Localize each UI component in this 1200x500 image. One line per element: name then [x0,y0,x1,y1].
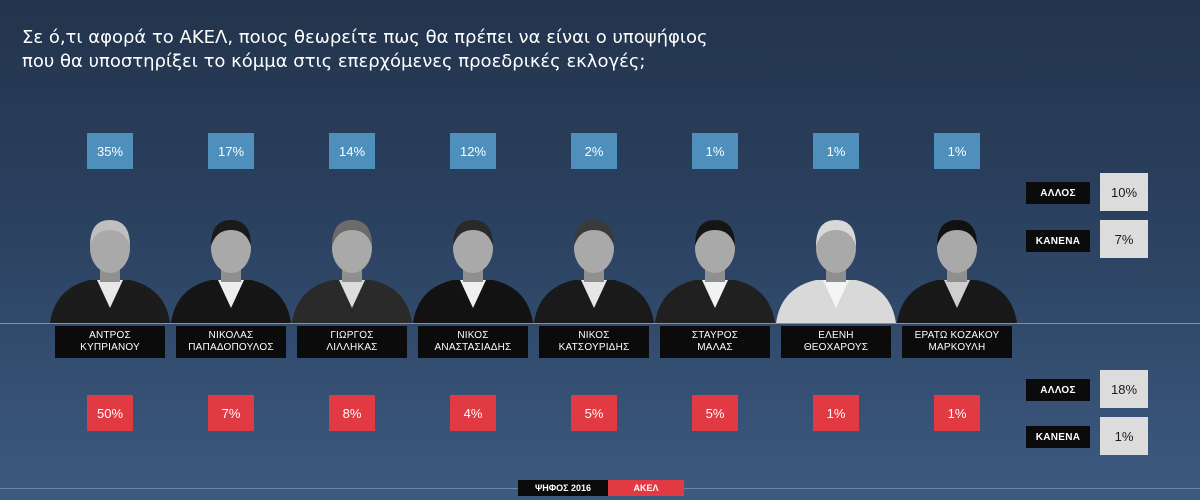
candidate-name-2: ΝΙΚΟΛΑΣ ΠΑΠΑΔΟΠΟΥΛΟΣ [176,326,286,358]
candidate-name-line: ΝΙΚΟΣ [578,330,610,341]
value-akel-5: 5% [571,395,617,431]
title-line-1: Σε ό,τι αφορά το ΑΚΕΛ, ποιος θεωρείτε πω… [22,27,708,48]
value-akel-8: 1% [934,395,980,431]
value-akel-1: 50% [87,395,133,431]
side-value-none-top: 7% [1100,220,1148,258]
side-label-other-bottom: ΑΛΛΟΣ [1026,379,1090,401]
candidate-name-line: ΕΡΑΤΩ ΚΟΖΑΚΟΥ [914,330,1000,341]
candidate-name-line: ΛΙΛΛΗΚΑΣ [326,342,378,353]
candidate-name-5: ΝΙΚΟΣ ΚΑΤΣΟΥΡΙΔΗΣ [539,326,649,358]
candidate-name-line: ΝΙΚΟΛΑΣ [208,330,254,341]
candidate-name-6: ΣΤΑΥΡΟΣ ΜΑΛΑΣ [660,326,770,358]
candidate-name-line: ΚΑΤΣΟΥΡΙΔΗΣ [558,342,630,353]
value-akel-4: 4% [450,395,496,431]
value-2016-2: 17% [208,133,254,169]
candidate-name-line: ΘΕΟΧΑΡΟΥΣ [803,342,869,353]
candidate-photo-4 [413,220,533,323]
value-akel-3: 8% [329,395,375,431]
candidate-name-1: ΑΝΤΡΟΣ ΚΥΠΡΙΑΝΟΥ [55,326,165,358]
candidate-name-line: ΚΥΠΡΙΑΝΟΥ [80,342,140,353]
candidate-photo-1 [50,220,170,323]
candidate-name-line: ΑΝΤΡΟΣ [89,330,131,341]
value-akel-7: 1% [813,395,859,431]
value-akel-2: 7% [208,395,254,431]
value-2016-8: 1% [934,133,980,169]
value-2016-7: 1% [813,133,859,169]
value-2016-1: 35% [87,133,133,169]
value-2016-6: 1% [692,133,738,169]
candidate-photo-8 [897,220,1017,323]
candidate-name-7: ΕΛΕΝΗ ΘΕΟΧΑΡΟΥΣ [781,326,891,358]
candidate-photo-2 [171,220,291,323]
value-akel-6: 5% [692,395,738,431]
side-label-none-top: ΚΑΝΕΝΑ [1026,230,1090,252]
value-2016-3: 14% [329,133,375,169]
candidate-name-line: ΝΙΚΟΣ [457,330,489,341]
candidate-name-line: ΠΑΠΑΔΟΠΟΥΛΟΣ [188,342,274,353]
legend: ΨΗΦΟΣ 2016 ΑΚΕΛ [518,480,684,496]
value-2016-4: 12% [450,133,496,169]
legend-item-2016: ΨΗΦΟΣ 2016 [518,480,608,496]
candidate-photo-6 [655,220,775,323]
candidate-name-line: ΜΑΡΚΟΥΛΗ [928,342,986,353]
candidate-name-3: ΓΙΩΡΓΟΣ ΛΙΛΛΗΚΑΣ [297,326,407,358]
candidate-name-4: ΝΙΚΟΣ ΑΝΑΣΤΑΣΙΑΔΗΣ [418,326,528,358]
side-value-other-bottom: 18% [1100,370,1148,408]
candidate-photo-3 [292,220,412,323]
candidate-name-line: ΕΛΕΝΗ [818,330,854,341]
side-value-other-top: 10% [1100,173,1148,211]
candidate-photo-5 [534,220,654,323]
candidate-name-line: ΜΑΛΑΣ [697,342,733,353]
side-value-none-bottom: 1% [1100,417,1148,455]
chart-title: Σε ό,τι αφορά το ΑΚΕΛ, ποιος θεωρείτε πω… [22,26,842,74]
legend-item-akel: ΑΚΕΛ [608,480,684,496]
candidate-name-line: ΑΝΑΣΤΑΣΙΑΔΗΣ [434,342,512,353]
candidate-name-line: ΓΙΩΡΓΟΣ [330,330,374,341]
candidate-photo-7 [776,220,896,323]
candidate-name-line: ΣΤΑΥΡΟΣ [691,330,739,341]
side-label-none-bottom: ΚΑΝΕΝΑ [1026,426,1090,448]
side-label-other-top: ΑΛΛΟΣ [1026,182,1090,204]
divider-line [0,323,1200,324]
value-2016-5: 2% [571,133,617,169]
title-line-2: που θα υποστηρίξει το κόμμα στις επερχόμ… [22,51,646,72]
candidate-name-8: ΕΡΑΤΩ ΚΟΖΑΚΟΥ ΜΑΡΚΟΥΛΗ [902,326,1012,358]
